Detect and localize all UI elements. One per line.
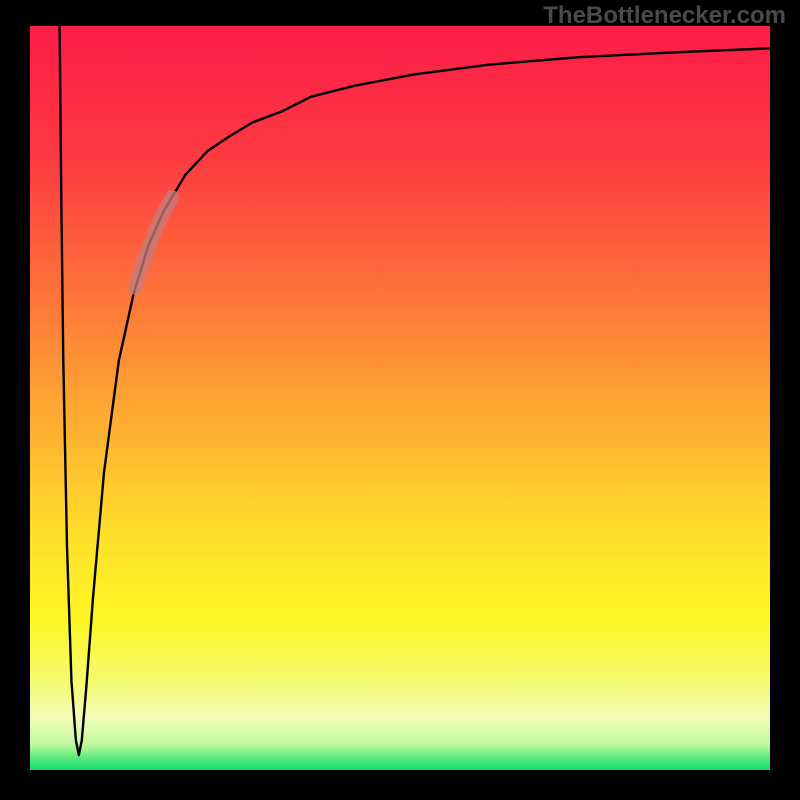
gradient-background <box>30 26 770 770</box>
chart-svg <box>0 0 800 800</box>
bottleneck-chart: TheBottlenecker.com <box>0 0 800 800</box>
